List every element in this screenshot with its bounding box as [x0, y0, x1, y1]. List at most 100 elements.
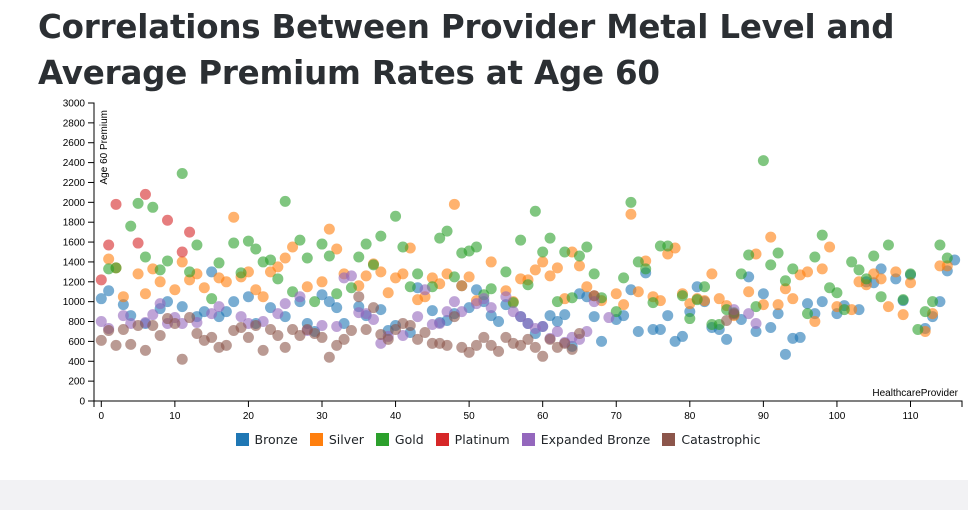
data-point: [191, 239, 203, 251]
data-point: [213, 301, 225, 313]
data-point: [397, 329, 409, 341]
data-point: [213, 257, 225, 269]
data-point: [537, 321, 549, 332]
data-point: [699, 281, 711, 293]
data-point: [139, 288, 151, 300]
data-point: [470, 241, 482, 253]
data-point: [272, 273, 284, 285]
data-point: [198, 282, 210, 294]
data-point: [309, 296, 321, 308]
data-point: [890, 266, 902, 278]
data-point: [235, 321, 247, 333]
y-tick-label: 0: [79, 397, 85, 408]
scatter-chart: 0200400600800100012001400160018002000220…: [63, 99, 963, 422]
data-point: [176, 246, 188, 258]
data-point: [647, 297, 659, 309]
data-point: [676, 330, 688, 342]
data-point: [809, 316, 821, 328]
data-point: [566, 343, 578, 355]
data-point: [721, 315, 733, 327]
data-point: [632, 325, 644, 337]
data-point: [404, 320, 416, 332]
data-point: [426, 272, 438, 284]
data-point: [367, 314, 379, 326]
data-point: [802, 266, 814, 278]
data-point: [448, 271, 460, 283]
series-gold: [103, 155, 953, 335]
data-point: [184, 226, 196, 238]
data-point: [713, 293, 725, 305]
data-point: [544, 232, 556, 244]
legend-swatch: [235, 433, 249, 446]
data-point: [905, 268, 917, 280]
data-point: [485, 283, 497, 295]
data-point: [551, 262, 563, 274]
legend-swatch: [375, 433, 389, 446]
data-point: [169, 284, 181, 296]
data-point: [184, 312, 196, 324]
data-point: [139, 344, 151, 356]
data-point: [147, 320, 159, 332]
legend: Bronze Silver Gold Platinum Expanded Bronze C…: [0, 432, 968, 447]
data-point: [816, 263, 828, 275]
data-point: [117, 299, 129, 311]
page-footer: [0, 480, 968, 510]
data-point: [632, 286, 644, 298]
data-point: [434, 232, 446, 244]
data-point: [493, 316, 505, 328]
data-point: [676, 290, 688, 302]
data-point: [294, 329, 306, 341]
data-point: [367, 259, 379, 271]
data-point: [132, 320, 144, 332]
data-point: [220, 339, 232, 351]
data-point: [397, 268, 409, 280]
data-point: [103, 253, 115, 265]
data-point: [301, 281, 313, 293]
data-point: [264, 302, 276, 314]
series-platinum: [95, 188, 196, 286]
data-point: [500, 266, 512, 278]
data-point: [235, 311, 247, 323]
y-tick-label: 3000: [63, 99, 86, 110]
data-point: [603, 312, 615, 324]
data-point: [765, 231, 777, 243]
data-point: [235, 267, 247, 279]
data-point: [456, 280, 468, 292]
data-point: [757, 288, 769, 300]
data-point: [897, 294, 909, 306]
data-point: [206, 308, 218, 320]
data-point: [154, 298, 166, 310]
data-point: [242, 291, 254, 303]
data-point: [905, 277, 917, 289]
data-point: [750, 325, 762, 337]
y-tick-label: 600: [68, 337, 85, 348]
y-tick-label: 400: [68, 357, 85, 368]
data-point: [206, 331, 218, 343]
data-point: [897, 309, 909, 321]
data-point: [95, 316, 107, 328]
data-point: [772, 308, 784, 320]
legend-label: Gold: [394, 432, 424, 447]
data-point: [912, 323, 924, 335]
x-tick-label: 60: [537, 411, 549, 422]
data-point: [117, 323, 129, 335]
data-point: [537, 350, 549, 362]
y-tick-label: 1200: [63, 277, 86, 288]
x-tick-label: 80: [684, 411, 696, 422]
y-tick-label: 1400: [63, 257, 86, 268]
data-point: [927, 296, 939, 308]
legend-item: Gold: [375, 432, 424, 447]
data-point: [809, 251, 821, 263]
data-point: [191, 327, 203, 339]
data-point: [132, 197, 144, 209]
y-tick-label: 1600: [63, 238, 86, 249]
data-point: [95, 274, 107, 286]
data-point: [478, 293, 490, 305]
data-point: [551, 316, 563, 328]
data-point: [463, 346, 475, 358]
data-point: [618, 272, 630, 284]
legend-swatch: [662, 433, 676, 446]
data-point: [264, 254, 276, 266]
data-point: [515, 234, 527, 246]
data-point: [743, 249, 755, 261]
